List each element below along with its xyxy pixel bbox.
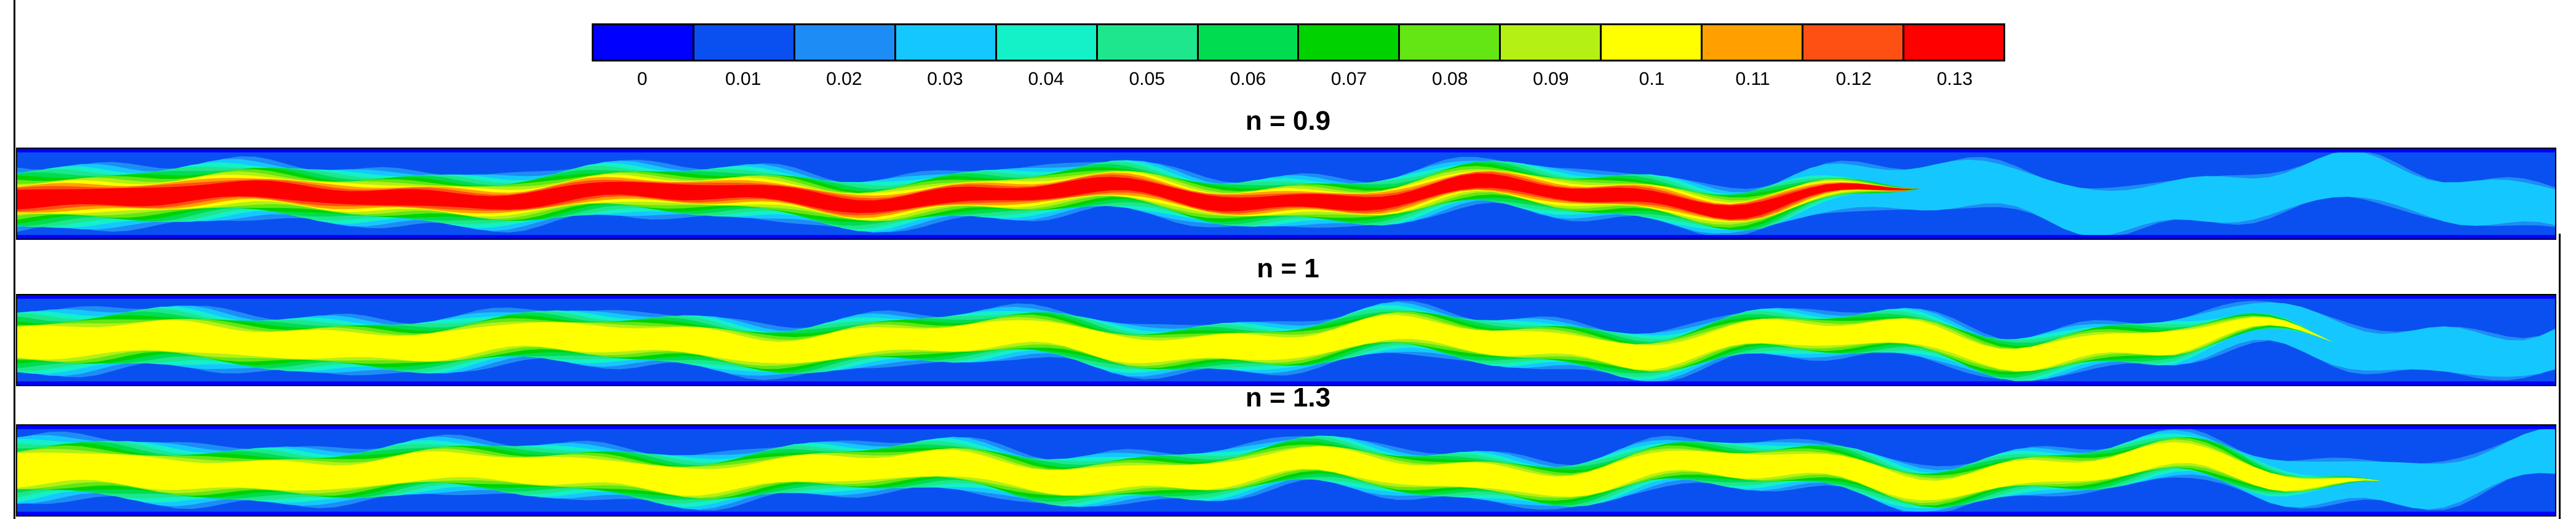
colorbar-tick-label: 0.13 [1936, 69, 1973, 89]
colorbar-swatch-10 [1602, 25, 1703, 60]
colorbar-tick-label: 0.11 [1735, 69, 1770, 89]
colorbar-swatch-2 [795, 25, 896, 60]
contour-plot-n-0-9 [17, 149, 2555, 239]
panel-title-n-0-9: n = 0.9 [1245, 106, 1331, 136]
colorbar-swatch-3 [896, 25, 997, 60]
colorbar-tick-label: 0 [637, 69, 648, 89]
colorbar-tick-label: 0.04 [1028, 69, 1064, 89]
contour-plot-n-1-3 [17, 426, 2555, 515]
contour-band-level-10 [17, 442, 2555, 501]
wall-band-top [17, 426, 2555, 429]
colorbar-tick-label: 0.07 [1330, 69, 1367, 89]
colorbar-swatch-6 [1198, 25, 1300, 60]
colorbar-tick-label: 0.03 [927, 69, 963, 89]
contour-band-level-10 [17, 315, 2555, 371]
contour-panel-n-1-3 [16, 424, 2556, 517]
colorbar-swatch-11 [1703, 25, 1804, 60]
colorbar-tick-label: 0.05 [1129, 69, 1165, 89]
colorbar-tick-label: 0.12 [1835, 69, 1872, 89]
colorbar-tick-label: 0.02 [826, 69, 862, 89]
wall-band-top [17, 149, 2555, 153]
colorbar-tick-label: 0.08 [1432, 69, 1468, 89]
colorbar-tick-label: 0.06 [1230, 69, 1266, 89]
contour-band-level-13 [17, 173, 2555, 220]
figure-left-border [14, 0, 15, 519]
contour-panel-n-1 [16, 294, 2556, 386]
wall-band-bottom [17, 381, 2555, 385]
panel-title-n-1-3: n = 1.3 [1245, 382, 1331, 413]
colorbar-swatch-0 [594, 25, 694, 60]
wall-band-top [17, 295, 2555, 299]
colorbar-tick-label: 0.1 [1639, 69, 1665, 89]
colorbar-swatch-5 [1097, 25, 1199, 60]
panel-title-n-1: n = 1 [1257, 253, 1319, 283]
contour-plot-n-1 [17, 295, 2555, 385]
colorbar-tick-label: 0.01 [725, 69, 761, 89]
colorbar-tick-label: 0.09 [1533, 69, 1569, 89]
colorbar-swatch-8 [1400, 25, 1501, 60]
colorbar-swatch-1 [694, 25, 795, 60]
colorbar [592, 23, 2005, 61]
colorbar-swatch-4 [996, 25, 1098, 60]
colorbar-swatch-13 [1904, 25, 2003, 60]
contour-panel-n-0-9 [16, 148, 2556, 240]
colorbar-swatch-12 [1803, 25, 1904, 60]
figure-right-border [2559, 234, 2561, 519]
colorbar-swatch-7 [1299, 25, 1401, 60]
colorbar-swatch-9 [1501, 25, 1602, 60]
wall-band-bottom [17, 512, 2555, 515]
wall-band-bottom [17, 235, 2555, 239]
